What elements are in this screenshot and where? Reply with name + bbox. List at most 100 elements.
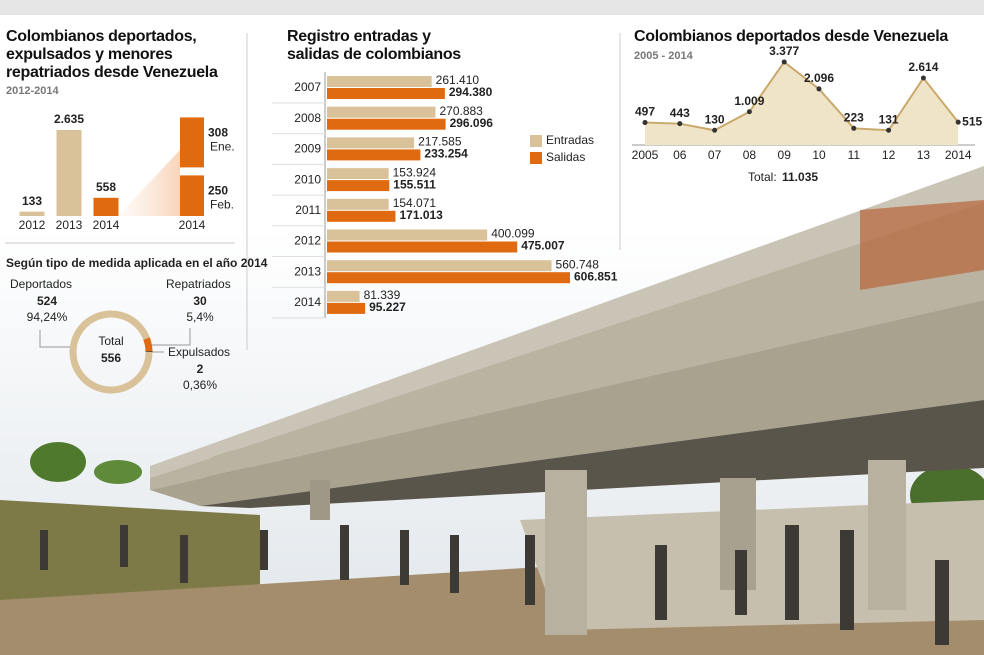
bar — [327, 198, 389, 210]
value-label: 443 — [670, 106, 690, 120]
x-tick-label: 13 — [917, 148, 931, 162]
bar — [327, 210, 396, 222]
value-label: 2.635 — [54, 112, 84, 126]
person — [655, 545, 667, 620]
chart-subtitle: 2012-2014 — [6, 85, 59, 97]
value-label: 2 — [197, 362, 204, 376]
point — [746, 109, 752, 115]
person — [525, 535, 535, 605]
bar — [327, 260, 552, 272]
legend-label: Entradas — [546, 133, 594, 147]
top-strip — [0, 0, 984, 15]
person — [450, 535, 459, 593]
x-tick-label: 12 — [882, 148, 896, 162]
point — [781, 59, 787, 65]
legend-swatch — [530, 152, 542, 164]
value-label: 475.007 — [521, 239, 565, 253]
point — [955, 119, 961, 125]
chart-subtitle: 2005 - 2014 — [634, 50, 693, 62]
area — [645, 62, 959, 145]
pillar — [868, 460, 906, 610]
person — [840, 530, 854, 630]
y-tick-label: 2011 — [295, 203, 321, 217]
value-label: 155.511 — [393, 177, 436, 191]
person — [735, 550, 747, 615]
total-caption: Total: — [748, 170, 777, 184]
bar — [327, 241, 518, 253]
bricks — [860, 200, 984, 290]
bar-segment — [180, 117, 204, 168]
y-tick-label: 2014 — [294, 295, 321, 309]
connector — [39, 330, 73, 348]
legend-label: Salidas — [546, 150, 585, 164]
person — [180, 535, 188, 583]
value-label: 133 — [22, 194, 42, 208]
bar-segment — [180, 175, 204, 216]
legend-label: Ene. — [210, 140, 235, 154]
value-label: 270.883 — [439, 104, 483, 118]
bar — [19, 211, 45, 216]
x-tick-label: 2012 — [19, 218, 46, 232]
x-tick-label: 11 — [848, 148, 861, 162]
point — [886, 127, 892, 133]
value-label: 560.748 — [556, 257, 600, 271]
category-label: Repatriados — [166, 277, 231, 291]
crowd — [40, 525, 949, 645]
x-tick-label: 2014 — [179, 218, 206, 232]
bar — [327, 118, 446, 130]
percent-label: 94,24% — [27, 310, 68, 324]
river-bank — [0, 500, 260, 612]
bridge-parapet — [150, 202, 984, 490]
bar — [327, 290, 360, 302]
bar — [327, 106, 436, 118]
value-label: 296.096 — [450, 116, 494, 130]
x-tick-label: 2013 — [56, 218, 83, 232]
value-label: 233.254 — [424, 147, 468, 161]
pillar — [310, 480, 330, 520]
x-tick-label: 2014 — [945, 148, 972, 162]
value-label: 294.380 — [449, 85, 493, 99]
bar — [327, 229, 488, 241]
bar — [327, 168, 389, 180]
value-label: 81.339 — [364, 288, 401, 302]
y-tick-label: 2013 — [294, 264, 321, 278]
y-tick-label: 2009 — [294, 142, 321, 156]
line — [644, 60, 959, 132]
chart-title: Colombianos deportados, expulsados y men… — [6, 28, 218, 81]
legend-label: Feb. — [210, 198, 234, 212]
person — [340, 525, 349, 580]
y-tick-label: 2008 — [294, 111, 321, 125]
chart-title: Colombianos deportados desde Venezuela — [634, 28, 949, 45]
value-label: 524 — [37, 294, 57, 308]
x-tick-label: 2014 — [93, 218, 120, 232]
bar — [93, 197, 119, 216]
y-tick-label: 2012 — [294, 234, 321, 248]
value-label: 217.585 — [418, 135, 462, 149]
x-tick-label: 09 — [778, 148, 792, 162]
value-label: 95.227 — [369, 300, 406, 314]
value-label: 171.013 — [399, 208, 443, 222]
bridge-railing — [150, 166, 984, 478]
bar — [327, 76, 432, 87]
person — [260, 530, 268, 570]
value-label: 154.071 — [393, 196, 437, 210]
x-tick-label: 2005 — [632, 148, 659, 162]
person — [785, 525, 799, 620]
donut-title: Según tipo de medida aplicada en el año … — [6, 256, 268, 270]
x-tick-label: 08 — [743, 148, 757, 162]
value-label: 261.410 — [436, 73, 480, 87]
tree — [30, 442, 86, 482]
point — [816, 86, 822, 92]
total-value: 556 — [101, 351, 121, 365]
bar — [327, 137, 415, 149]
point — [642, 120, 648, 126]
value-label: 308 — [208, 126, 228, 140]
bridge-deck — [150, 300, 984, 506]
bar — [327, 88, 445, 99]
value-label: 250 — [208, 184, 228, 198]
bar — [327, 302, 366, 314]
x-tick-label: 06 — [673, 148, 687, 162]
y-tick-label: 2007 — [294, 80, 321, 94]
